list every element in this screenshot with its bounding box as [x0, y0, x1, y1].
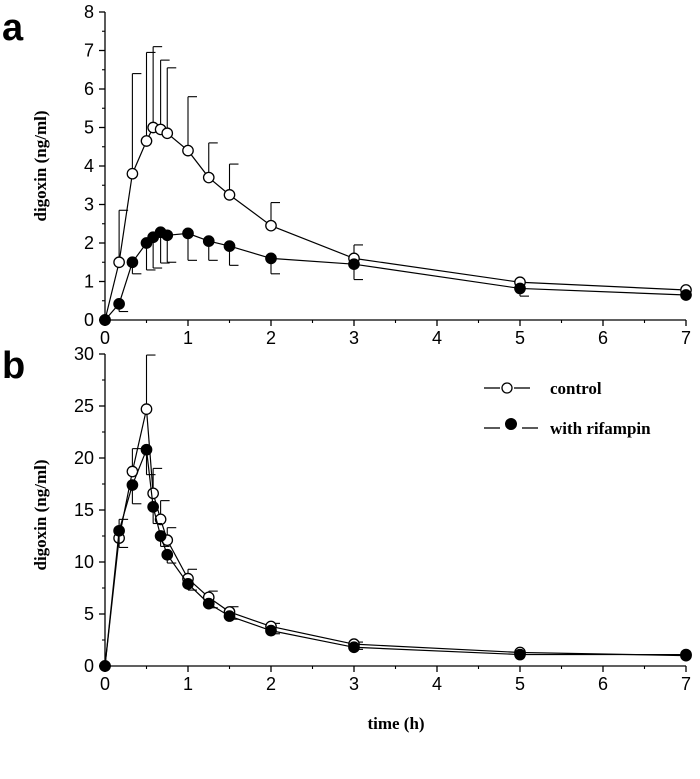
panel-b-series: [99, 354, 692, 672]
x-tick-label: 3: [349, 328, 359, 348]
data-point: [182, 577, 194, 590]
data-point: [514, 282, 526, 295]
legend-marker-control: [501, 382, 513, 394]
x-tick-label: 5: [515, 674, 525, 694]
legend-label-control: control: [550, 379, 602, 398]
series-line: [104, 231, 687, 321]
data-point: [265, 252, 277, 265]
panel-b-ticks: 0 5 10 15 20 25 30 0 1 2 3 4 5 6 7: [74, 344, 691, 694]
series-with-rifampin: [99, 226, 692, 326]
data-point: [154, 513, 167, 526]
data-point: [99, 314, 111, 326]
data-point: [140, 403, 153, 415]
y-tick-label: 15: [74, 500, 94, 520]
data-point: [182, 227, 194, 240]
data-point: [113, 297, 125, 310]
data-point: [223, 189, 236, 201]
data-point: [223, 240, 236, 252]
data-point: [182, 144, 194, 157]
y-tick-label: 2: [84, 233, 94, 253]
series-control: [99, 46, 692, 326]
panel-a-axes: [104, 12, 686, 321]
panel-label-a: a: [2, 7, 24, 49]
panel-a-series: [99, 46, 692, 326]
series-line: [104, 449, 686, 667]
x-tick-label: 2: [266, 328, 276, 348]
data-point: [154, 530, 167, 542]
y-tick-label: 7: [84, 41, 94, 61]
y-tick-label: 0: [84, 310, 94, 330]
series-with-rifampin: [99, 443, 692, 672]
y-tick-label: 4: [84, 156, 94, 176]
panel-label-b: b: [2, 345, 25, 387]
data-point: [161, 229, 174, 242]
x-tick-label: 1: [183, 674, 193, 694]
y-tick-label: 0: [84, 656, 94, 676]
data-point: [99, 660, 111, 672]
y-tick-label: 1: [84, 272, 94, 292]
data-point: [265, 624, 277, 637]
y-tick-label: 5: [84, 118, 94, 138]
data-point: [680, 289, 692, 301]
y-tick-label: 3: [84, 195, 94, 215]
panel-b-y-axis-label: digoxin (ng/ml): [31, 460, 50, 571]
data-point: [202, 235, 215, 247]
data-point: [140, 135, 153, 147]
data-point: [147, 487, 159, 500]
y-tick-label: 25: [74, 396, 94, 416]
x-tick-label: 1: [183, 328, 193, 348]
x-tick-label: 5: [515, 328, 525, 348]
x-tick-label: 3: [349, 674, 359, 694]
legend: control with rifampin: [484, 379, 651, 438]
x-tick-label: 4: [432, 328, 442, 348]
data-point: [202, 597, 215, 610]
legend-item-rifampin: with rifampin: [484, 418, 651, 438]
series-control: [99, 354, 692, 672]
data-point: [680, 648, 692, 661]
data-point: [161, 127, 174, 140]
data-point: [161, 548, 174, 561]
panel-a-ticks: 0 1 2 3 4 5 6 7 8 0 1 2 3 4 5 6 7: [84, 2, 691, 348]
data-point: [348, 641, 360, 654]
panel-b-axes: [104, 354, 686, 667]
series-line: [104, 126, 687, 321]
data-point: [126, 256, 139, 269]
x-tick-label: 2: [266, 674, 276, 694]
data-point: [147, 501, 159, 513]
x-tick-label: 6: [598, 674, 608, 694]
data-point: [113, 524, 125, 537]
data-point: [140, 443, 153, 456]
legend-marker-rifampin: [505, 418, 517, 430]
panel-b-chart: 0 5 10 15 20 25 30 0 1 2 3 4 5 6 7 digoxin (ng/ml) tim…: [31, 344, 692, 733]
data-point: [223, 610, 236, 622]
x-tick-label: 6: [598, 328, 608, 348]
x-tick-label: 4: [432, 674, 442, 694]
data-point: [265, 219, 277, 232]
y-tick-label: 10: [74, 552, 94, 572]
data-point: [126, 479, 139, 491]
data-point: [514, 648, 526, 661]
legend-item-control: control: [484, 379, 602, 398]
data-point: [202, 171, 215, 184]
y-tick-label: 5: [84, 604, 94, 624]
y-tick-label: 6: [84, 79, 94, 99]
y-tick-label: 30: [74, 344, 94, 364]
data-point: [126, 167, 139, 180]
x-tick-label: 7: [681, 674, 691, 694]
series-line: [104, 408, 687, 667]
panel-a-chart: 0 1 2 3 4 5 6 7 8 0 1 2 3 4 5 6 7 digoxin (ng/ml): [31, 2, 692, 348]
x-tick-label: 0: [100, 674, 110, 694]
data-point: [113, 256, 125, 269]
panel-a-y-axis-label: digoxin (ng/ml): [31, 111, 50, 222]
y-tick-label: 20: [74, 448, 94, 468]
legend-label-rifampin: with rifampin: [550, 419, 651, 438]
x-tick-label: 0: [100, 328, 110, 348]
data-point: [348, 258, 360, 271]
y-tick-label: 8: [84, 2, 94, 22]
panel-b-x-axis-label: time (h): [367, 714, 424, 733]
x-tick-label: 7: [681, 328, 691, 348]
